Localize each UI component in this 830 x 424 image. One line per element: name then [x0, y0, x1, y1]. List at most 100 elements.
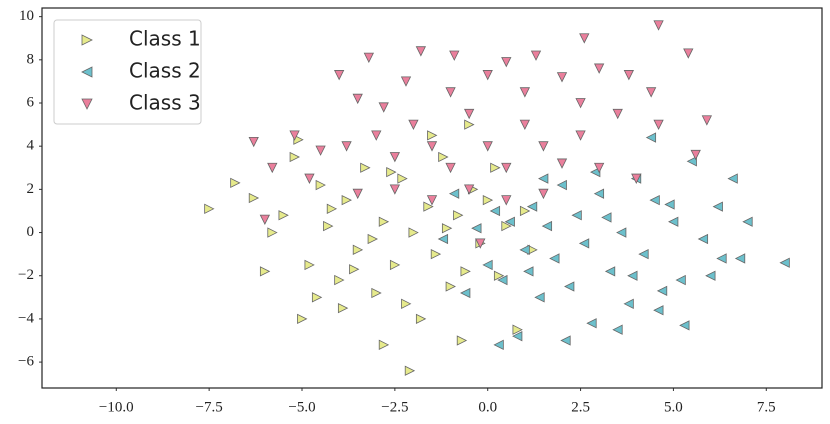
point — [623, 70, 635, 81]
point — [430, 248, 442, 260]
point — [523, 266, 534, 277]
point — [482, 70, 493, 81]
point — [512, 324, 523, 335]
point — [593, 63, 605, 74]
point — [664, 199, 675, 210]
y-tick-label: 10 — [19, 8, 34, 24]
point — [616, 227, 627, 238]
point — [530, 50, 542, 61]
point — [656, 285, 668, 296]
point — [679, 320, 690, 331]
point — [716, 253, 727, 264]
point — [349, 264, 360, 275]
point — [631, 173, 642, 184]
x-tick-label: −10.0 — [99, 399, 134, 415]
legend-label: Class 3 — [129, 91, 201, 115]
point — [248, 192, 260, 204]
point — [501, 162, 512, 174]
point — [623, 298, 634, 309]
point — [415, 313, 427, 325]
point — [360, 162, 371, 173]
y-tick-label: 0 — [27, 224, 35, 240]
point — [437, 233, 449, 245]
point — [645, 132, 657, 143]
point — [389, 259, 401, 271]
y-tick-label: −4 — [18, 310, 34, 326]
point — [415, 46, 427, 57]
point — [556, 72, 568, 83]
point — [549, 253, 560, 264]
point — [441, 223, 453, 234]
point — [371, 287, 382, 299]
point — [526, 201, 538, 212]
point — [779, 257, 790, 268]
point — [490, 162, 501, 173]
point — [401, 298, 412, 309]
point — [519, 119, 531, 130]
point — [482, 141, 493, 152]
y-tick-label: 6 — [27, 94, 35, 110]
point — [604, 266, 616, 277]
point — [541, 220, 553, 232]
point — [456, 335, 468, 346]
legend-marker — [81, 34, 93, 46]
x-tick-label: 2.5 — [571, 399, 590, 415]
point — [445, 87, 456, 98]
point — [315, 145, 326, 156]
point — [230, 177, 241, 189]
point — [259, 214, 271, 225]
point — [341, 195, 352, 206]
point — [593, 188, 605, 199]
point — [482, 195, 494, 206]
point — [578, 238, 590, 249]
point — [311, 292, 323, 303]
point — [453, 210, 464, 221]
point — [519, 87, 531, 98]
point — [426, 141, 438, 152]
x-tick-label: 0.0 — [478, 399, 497, 415]
point — [304, 173, 315, 184]
point — [497, 274, 508, 286]
point — [371, 130, 382, 141]
y-tick-label: 2 — [27, 181, 35, 197]
point — [259, 266, 271, 277]
point — [400, 76, 412, 87]
point — [538, 173, 549, 184]
x-tick-label: −7.5 — [196, 399, 223, 415]
point — [668, 216, 679, 227]
point — [638, 248, 649, 260]
point — [463, 108, 475, 120]
point — [675, 274, 686, 286]
point — [204, 203, 215, 214]
point — [464, 119, 475, 130]
x-tick-label: −5.0 — [288, 399, 315, 415]
point — [463, 184, 475, 195]
legend-label: Class 1 — [129, 27, 201, 51]
point — [363, 52, 375, 64]
point — [586, 318, 597, 329]
point — [389, 184, 401, 195]
point — [649, 195, 660, 206]
point — [471, 223, 482, 234]
point — [267, 227, 278, 238]
legend-label: Class 2 — [129, 59, 201, 83]
point — [449, 50, 460, 61]
y-tick-label: 4 — [27, 138, 35, 154]
legend-box — [53, 19, 202, 125]
point — [612, 324, 623, 335]
point — [341, 141, 352, 152]
point — [653, 305, 664, 316]
point — [315, 179, 326, 191]
legend-marker — [81, 66, 93, 78]
point — [297, 313, 308, 325]
point — [334, 274, 345, 286]
point — [289, 151, 300, 163]
point — [538, 141, 549, 152]
point — [690, 149, 701, 161]
point — [378, 216, 390, 227]
point — [519, 205, 531, 217]
point — [397, 173, 408, 184]
point — [482, 259, 493, 271]
